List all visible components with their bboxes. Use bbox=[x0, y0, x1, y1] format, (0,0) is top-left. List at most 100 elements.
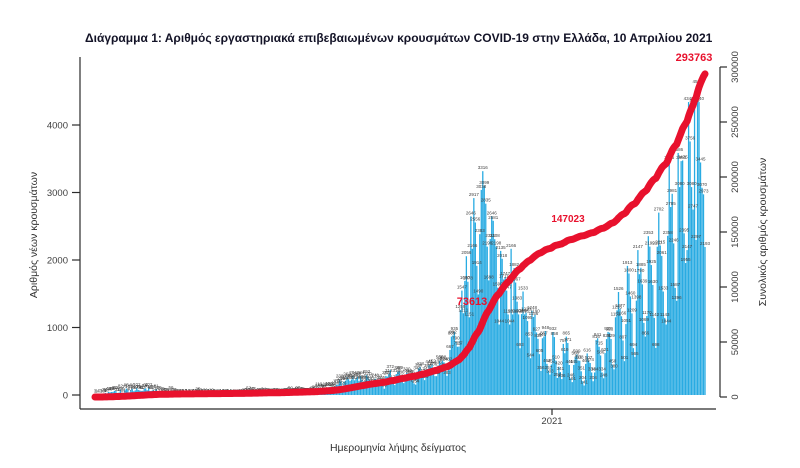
bar-label: 170 bbox=[410, 378, 418, 383]
bar-label: 445 bbox=[570, 359, 578, 364]
daily-bar bbox=[608, 332, 611, 395]
bar-label: 246 bbox=[567, 372, 575, 377]
daily-bar bbox=[634, 356, 636, 395]
daily-bar bbox=[699, 162, 702, 395]
daily-bar bbox=[428, 365, 430, 395]
bar-label: 21 bbox=[121, 388, 127, 393]
bar-label: 284 bbox=[357, 370, 365, 375]
daily-bar bbox=[692, 209, 694, 395]
daily-bar bbox=[467, 281, 469, 396]
daily-bar bbox=[444, 368, 447, 396]
bar-label: 417 bbox=[427, 361, 435, 366]
daily-bar bbox=[422, 376, 424, 396]
bar-label: 248 bbox=[600, 372, 608, 377]
bar-label: 343 bbox=[422, 366, 430, 371]
daily-bar bbox=[482, 171, 484, 395]
bar-label: 1211 bbox=[459, 307, 469, 312]
bar-label: 47 bbox=[251, 386, 257, 391]
bar-label: 1533 bbox=[518, 286, 529, 291]
bar-label: 1630 bbox=[648, 279, 659, 284]
bar-label: 2556 bbox=[470, 216, 481, 221]
daily-bar bbox=[622, 340, 624, 395]
cumulative-line-path bbox=[91, 70, 709, 401]
daily-bar bbox=[647, 236, 649, 395]
daily-bar bbox=[659, 245, 661, 395]
bar-label: 717 bbox=[455, 341, 463, 346]
right-axis-title: Συνολικός αριθμός κρουσμάτων bbox=[757, 158, 769, 307]
daily-bar bbox=[704, 246, 706, 395]
bar-label: 252 bbox=[554, 372, 562, 377]
bar-label: 1255 bbox=[612, 304, 623, 309]
daily-bar bbox=[628, 273, 630, 395]
bar-label: 715 bbox=[595, 341, 603, 346]
bar-label: 348 bbox=[413, 366, 421, 371]
bar-label: 450 bbox=[609, 359, 617, 364]
daily-bar bbox=[440, 362, 442, 395]
bar-label: 7 bbox=[100, 389, 103, 394]
bar-label: 418 bbox=[416, 361, 424, 366]
daily-bar bbox=[668, 161, 670, 395]
bar-label: 2353 bbox=[643, 230, 654, 235]
daily-bar bbox=[504, 277, 506, 395]
bar-label: 3070 bbox=[697, 182, 708, 187]
bar-label: 807 bbox=[619, 335, 627, 340]
daily-bar bbox=[471, 248, 473, 395]
daily-bar bbox=[635, 300, 638, 395]
bar-label: 935 bbox=[451, 326, 459, 331]
bar-label: 3756 bbox=[685, 135, 696, 140]
bar-label: 21 bbox=[101, 388, 107, 393]
bar-label: 858 bbox=[551, 331, 559, 336]
bar-label: 1533 bbox=[658, 286, 669, 291]
bar-label: 1248 bbox=[527, 305, 538, 310]
daily-bar bbox=[576, 354, 578, 395]
bar-label: 511 bbox=[575, 355, 583, 360]
bar-label: 28 bbox=[164, 387, 170, 392]
bar-label: 1383 bbox=[512, 296, 523, 301]
bar-label: 935 bbox=[604, 326, 612, 331]
daily-bar bbox=[620, 316, 623, 395]
x-axis-tick-2021: 2021 bbox=[541, 416, 562, 427]
bar-label: 110 bbox=[327, 382, 335, 387]
bar-label: 82 bbox=[118, 383, 124, 388]
bar-label: 1095 bbox=[523, 315, 534, 320]
bar-label: 2646 bbox=[487, 210, 498, 215]
bar-label: 3445 bbox=[696, 156, 707, 161]
bar-label: 1156 bbox=[529, 311, 539, 316]
bar-label: 828 bbox=[603, 333, 611, 338]
daily-bar bbox=[529, 358, 532, 395]
daily-bar bbox=[480, 189, 482, 395]
daily-bar bbox=[131, 388, 133, 395]
bar-label: 790 bbox=[452, 336, 460, 341]
daily-bar bbox=[664, 317, 666, 395]
annotation-final-cumulative: 293763 bbox=[676, 52, 713, 64]
bar-label: 33 bbox=[163, 387, 169, 392]
bar-label: 507 bbox=[585, 355, 593, 360]
bar-label: 3465 bbox=[676, 155, 687, 160]
daily-bar bbox=[652, 284, 654, 396]
daily-bar bbox=[641, 284, 644, 395]
bar-label: 4 bbox=[97, 389, 100, 394]
bar-label: 2358 bbox=[663, 230, 674, 235]
bar-label: 246 bbox=[352, 372, 360, 377]
bar-label: 2147 bbox=[633, 244, 644, 249]
bar-label: 698 bbox=[652, 342, 660, 347]
bar-label: 1587 bbox=[670, 282, 681, 287]
daily-bar bbox=[459, 310, 462, 395]
bar-label: 1143 bbox=[660, 312, 670, 317]
bar-label: 757 bbox=[560, 338, 568, 343]
daily-bar bbox=[586, 353, 588, 395]
daily-bar bbox=[429, 366, 432, 395]
bar-label: 2973 bbox=[699, 188, 710, 193]
bar-label: 932 bbox=[549, 326, 557, 331]
daily-bar bbox=[534, 314, 536, 396]
bar-label: 71 bbox=[145, 384, 151, 389]
bar-label: 599 bbox=[573, 349, 581, 354]
daily-bar bbox=[579, 360, 581, 395]
bar-label: 346 bbox=[394, 366, 402, 371]
daily-bar bbox=[684, 263, 687, 395]
daily-bar bbox=[550, 364, 553, 395]
daily-bar bbox=[370, 381, 372, 395]
bar-label: 2198 bbox=[482, 241, 493, 246]
bar-label: 78 bbox=[315, 384, 321, 389]
bar-label: 2135 bbox=[496, 245, 507, 250]
